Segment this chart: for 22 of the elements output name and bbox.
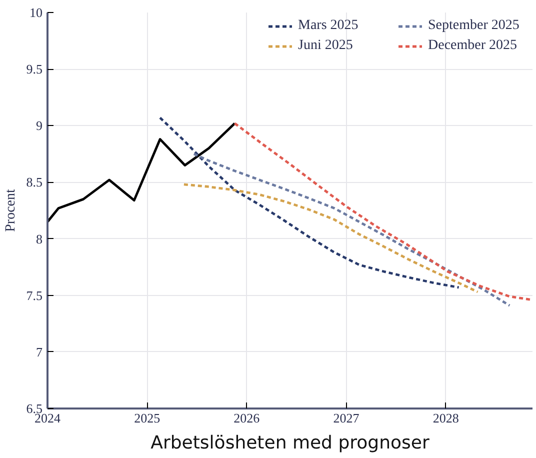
- x-tick-label: 2025: [134, 410, 160, 426]
- line-series: [158, 116, 460, 289]
- y-tick-label: 8: [36, 231, 42, 246]
- x-tick-label: 2027: [333, 410, 360, 426]
- x-tick-label: 2026: [234, 410, 260, 426]
- y-tick-label: 7: [36, 344, 43, 360]
- line-series: [182, 183, 479, 294]
- legend-label: Mars 2025: [298, 18, 360, 34]
- line-series: [234, 122, 532, 302]
- y-tick-label: 9: [36, 118, 42, 134]
- y-tick-label: 8.5: [26, 174, 42, 190]
- y-axis-title: Procent: [3, 189, 18, 232]
- legend-label: December 2025: [428, 38, 518, 54]
- text: Arbetslösheten med prognoser: [150, 432, 430, 454]
- legend-label: September 2025: [428, 18, 520, 34]
- legend-label: Juni 2025: [298, 38, 354, 54]
- x-tick-label: 2028: [432, 410, 459, 426]
- line-series: [48, 122, 236, 224]
- y-tick-label: 10: [30, 5, 42, 20]
- y-tick-label: 7.5: [26, 288, 42, 303]
- line-series: [192, 152, 511, 307]
- y-tick-label: 9.5: [26, 62, 42, 77]
